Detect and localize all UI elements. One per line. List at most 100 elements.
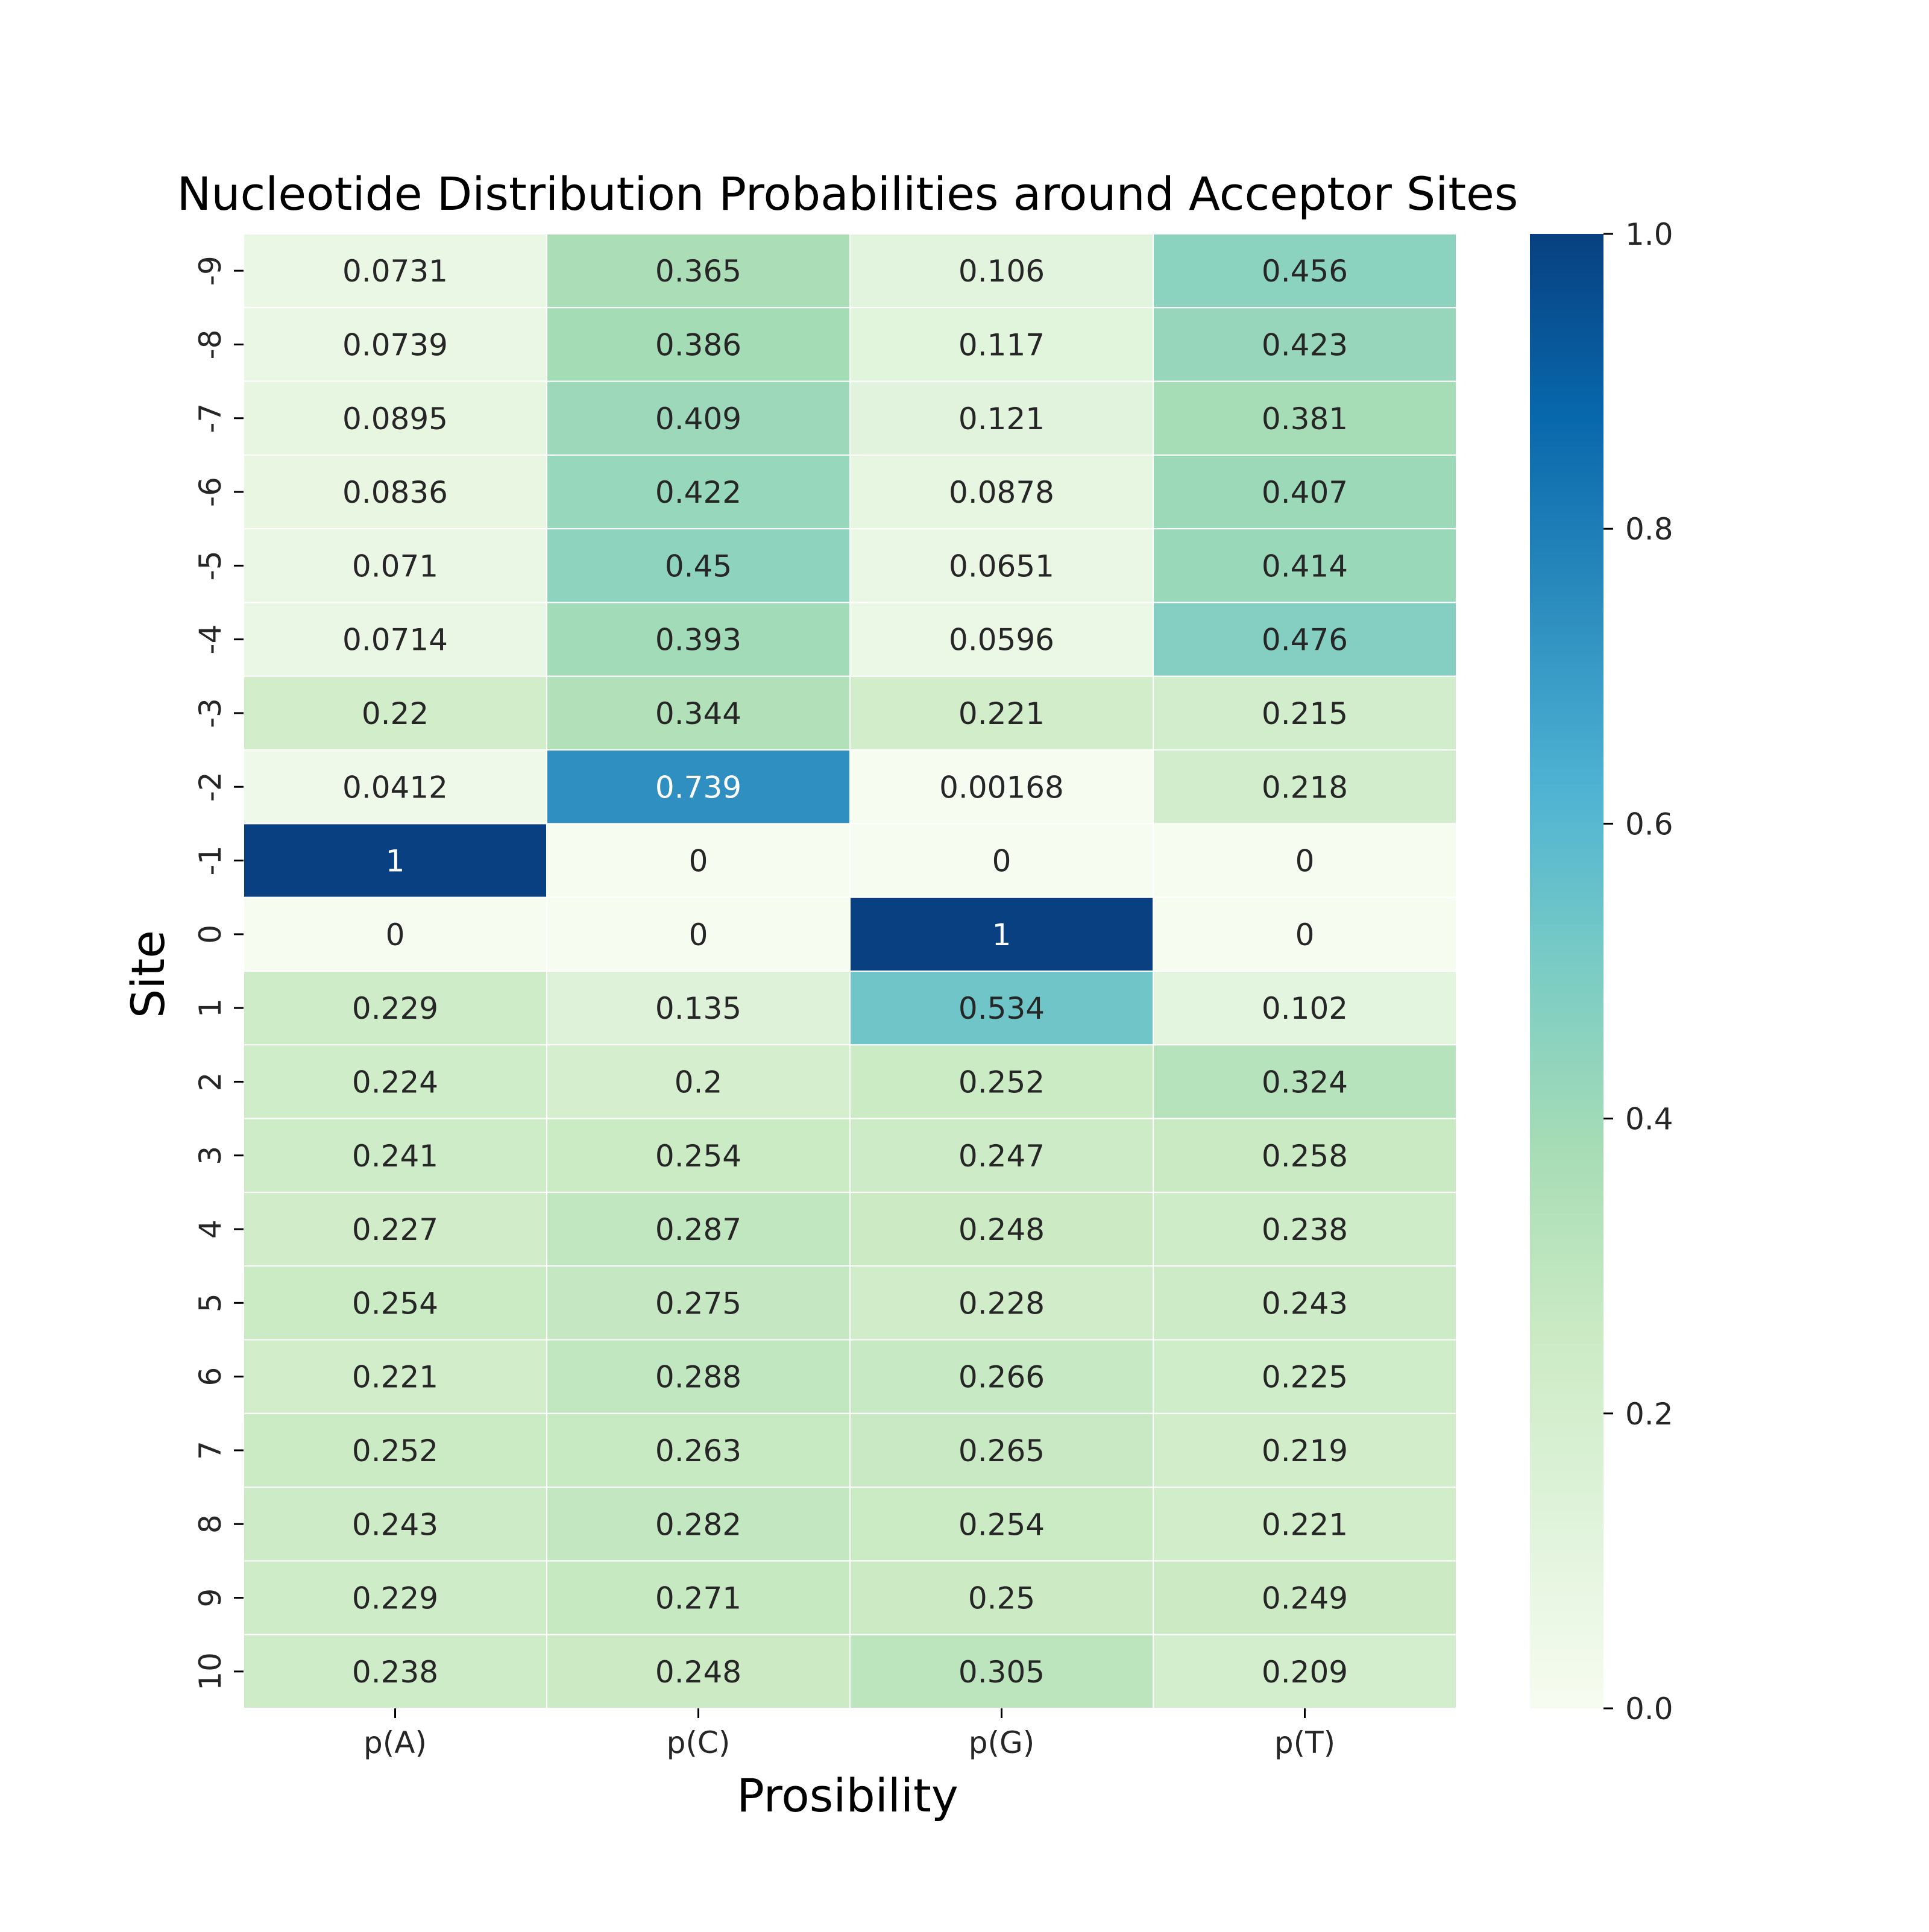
y-tick-label: -1 [193, 846, 228, 876]
cell-annotation: 0.265 [958, 1433, 1045, 1468]
cell-annotation: 0.218 [1262, 770, 1348, 805]
cell-annotation: 0.254 [655, 1139, 741, 1174]
cell-annotation: 0.243 [352, 1507, 438, 1542]
colorbar: 0.0 0.2 0.4 0.6 0.8 1.0 [1530, 217, 1673, 1726]
heatmap-cell [1153, 896, 1457, 972]
cell-annotation: 0.45 [665, 549, 732, 584]
heatmap-cell [1153, 380, 1457, 456]
cell-annotation: 0.324 [1262, 1065, 1348, 1100]
cell-annotation: 0.243 [1262, 1286, 1348, 1321]
heatmap-cell [849, 1044, 1154, 1119]
cell-annotation: 0.456 [1262, 254, 1348, 289]
heatmap-cell [1153, 675, 1457, 751]
y-tick-label: -7 [193, 403, 228, 433]
heatmap-cell [1153, 1044, 1457, 1119]
cell-annotation: 0.247 [958, 1139, 1045, 1174]
y-tick-label: -2 [193, 772, 228, 802]
cell-annotation: 0.248 [655, 1655, 741, 1690]
cell-annotation: 0.0836 [342, 475, 448, 510]
y-tick-label: 1 [193, 998, 228, 1018]
cell-annotation: 0.219 [1262, 1433, 1348, 1468]
cell-annotation: 0.221 [1262, 1507, 1348, 1542]
heatmap-cell [546, 1412, 851, 1488]
cell-annotation: 0.121 [958, 401, 1045, 436]
colorbar-tick-label: 0.8 [1625, 512, 1673, 547]
heatmap-cell [546, 1560, 851, 1635]
x-axis-label: Prosibility [737, 1769, 958, 1822]
cell-annotation: 0.215 [1262, 696, 1348, 731]
colorbar-tick-label: 1.0 [1625, 217, 1673, 252]
cell-annotation: 0.225 [1262, 1360, 1348, 1395]
cell-annotation: 0.407 [1262, 475, 1348, 510]
y-tick-label: -5 [193, 550, 228, 581]
cell-annotation: 0.00168 [939, 770, 1064, 805]
heatmap-cell [243, 896, 547, 972]
heatmap-cell [243, 233, 547, 309]
cell-annotation: 0.287 [655, 1212, 741, 1247]
heatmap-cell [546, 307, 851, 382]
cell-annotation: 0.739 [655, 770, 741, 805]
heatmap-cell [546, 1118, 851, 1193]
cell-annotation: 0.0731 [342, 254, 448, 289]
y-tick-label: -3 [193, 698, 228, 728]
heatmap-cell [1153, 1560, 1457, 1635]
cell-annotation: 0.2 [675, 1065, 723, 1100]
cell-annotation: 0.22 [362, 696, 429, 731]
heatmap-cell [1153, 454, 1457, 530]
cell-annotation: 0.25 [968, 1581, 1035, 1616]
y-axis: -9 -8 -7 -6 -5 -4 -3 -2 -1 0 1 2 3 4 5 6 7 8 9 10 [193, 256, 244, 1691]
heatmap-cell [546, 1634, 851, 1709]
cell-annotation: 0.102 [1262, 991, 1348, 1026]
y-tick-label: -9 [193, 256, 228, 286]
heatmap-cell [546, 1487, 851, 1562]
y-tick-label: 9 [193, 1588, 228, 1608]
cell-annotation: 0.238 [1262, 1212, 1348, 1247]
colorbar-ticks: 0.0 0.2 0.4 0.6 0.8 1.0 [1603, 217, 1673, 1726]
heatmap-cell [849, 528, 1154, 603]
heatmap-cell [1153, 602, 1457, 677]
cell-annotation: 0.135 [655, 991, 741, 1026]
heatmap-cell [546, 896, 851, 972]
chart-title: Nucleotide Distribution Probabilities ar… [177, 167, 1518, 221]
cell-annotation: 1 [992, 917, 1012, 952]
cell-annotation: 0.414 [1262, 549, 1348, 584]
heatmap-cell [849, 1118, 1154, 1193]
cell-annotation: 0.282 [655, 1507, 741, 1542]
cell-annotation: 0.252 [352, 1433, 438, 1468]
cell-annotation: 0 [689, 844, 708, 879]
cell-annotation: 0.249 [1262, 1581, 1348, 1616]
heatmap-cell [849, 454, 1154, 530]
heatmap-cell [1153, 1339, 1457, 1414]
y-tick-label: 5 [193, 1293, 228, 1312]
cell-annotation: 0 [689, 917, 708, 952]
cell-annotation: 0.238 [352, 1655, 438, 1690]
heatmap-cell [243, 1634, 547, 1709]
cell-annotation: 0.228 [958, 1286, 1045, 1321]
y-axis-label: Site [121, 930, 175, 1018]
heatmap-cell [849, 675, 1154, 751]
cell-annotation: 0 [1295, 917, 1315, 952]
heatmap-cell [243, 1487, 547, 1562]
cell-annotation: 0.266 [958, 1360, 1045, 1395]
heatmap-cell [243, 749, 547, 825]
heatmap-cell [546, 380, 851, 456]
heatmap-cell [243, 602, 547, 677]
cell-annotation: 0.422 [655, 475, 741, 510]
colorbar-tick-label: 0.0 [1625, 1691, 1673, 1726]
cell-annotation: 0.0739 [342, 327, 448, 362]
y-tick-label: 3 [193, 1146, 228, 1165]
heatmap-cell [1153, 307, 1457, 382]
heatmap-cell [1153, 233, 1457, 309]
y-tick-label: 6 [193, 1367, 228, 1386]
cell-annotation: 0.224 [352, 1065, 438, 1100]
heatmap-cell [243, 454, 547, 530]
cell-annotation: 0.534 [958, 991, 1045, 1026]
x-tick-label: p(C) [667, 1725, 731, 1760]
cell-annotation: 0.241 [352, 1139, 438, 1174]
cell-annotation: 0.209 [1262, 1655, 1348, 1690]
heatmap-cell [546, 528, 851, 603]
heatmap-cell [243, 1560, 547, 1635]
cell-annotation: 0.275 [655, 1286, 741, 1321]
heatmap-cell [849, 896, 1154, 972]
